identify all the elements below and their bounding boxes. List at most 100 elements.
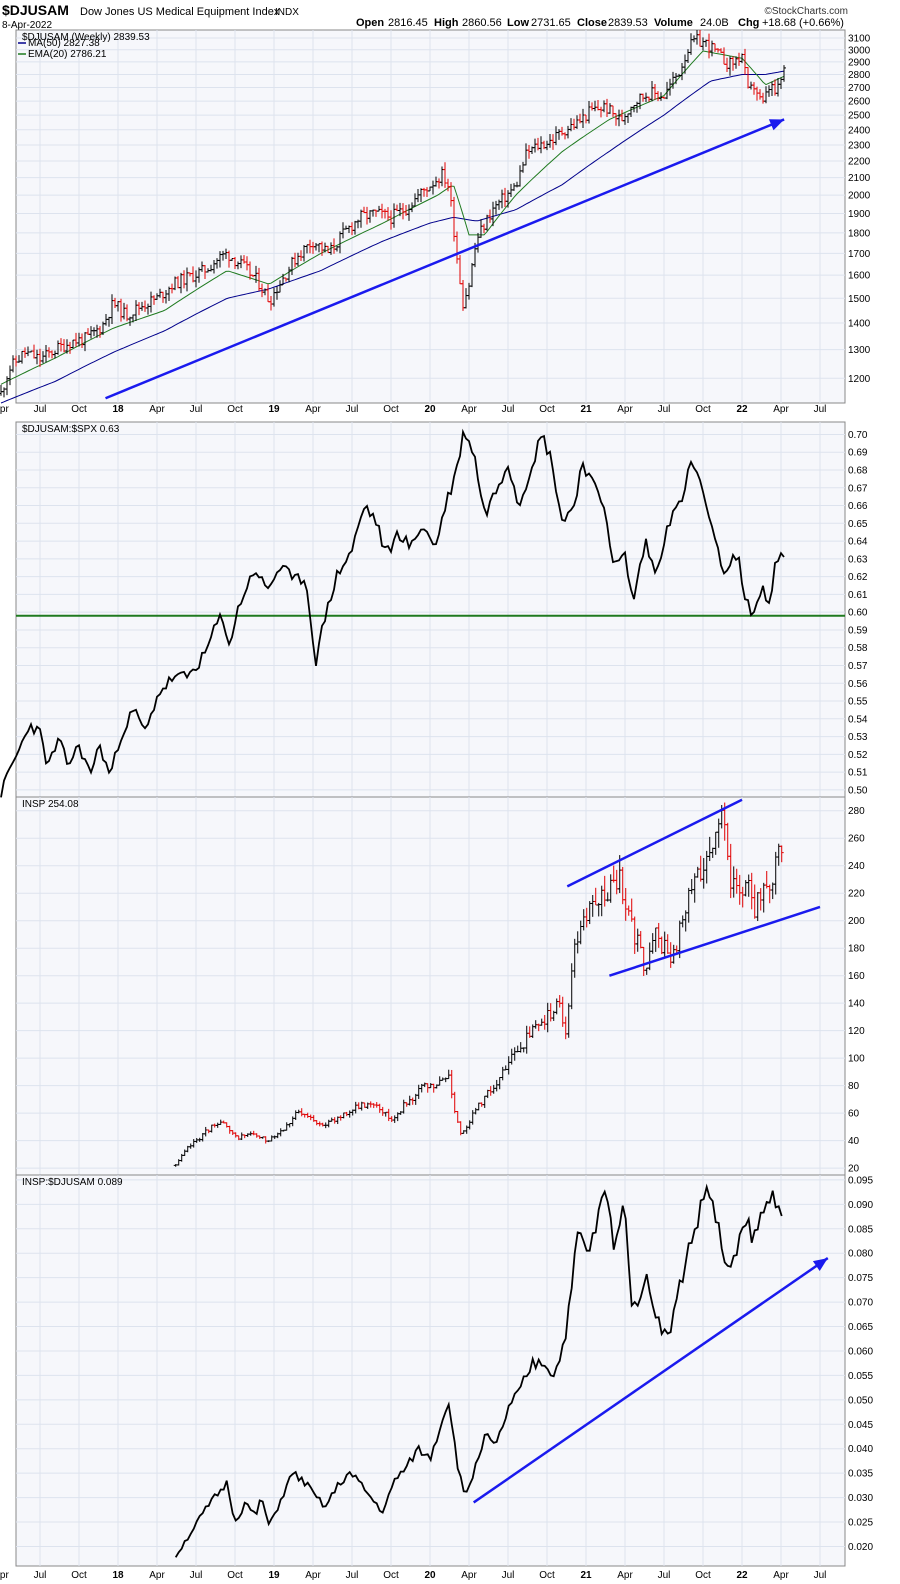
y-tick-label: 2200 [848, 156, 871, 167]
y-tick-label: 1800 [848, 228, 871, 239]
y-tick-label: 1600 [848, 271, 871, 282]
legend-entry: MA(50) 2827.38 [28, 38, 100, 49]
x-tick-label: Jul [346, 404, 359, 415]
ma50-line [0, 70, 785, 404]
y-tick-label: 120 [848, 1026, 865, 1037]
trend-arrow-head [812, 1258, 828, 1271]
chart-date: 8-Apr-2022 [2, 20, 52, 31]
y-tick-label: 2300 [848, 141, 871, 152]
x-tick-label: Jul [814, 1570, 827, 1581]
x-tick-label: Apr [0, 404, 9, 415]
x-tick-label: 21 [580, 404, 592, 415]
chart-panels: 1200 1300 1400 1500 1600 1700 1800 1900 2000 2100… [0, 29, 873, 1567]
panel-4: 0.020 0.025 0.030 0.035 0.040 0.045 0.050 0.055… [15, 1174, 873, 1567]
y-tick-label: 2400 [848, 125, 871, 136]
x-tick-label: 21 [580, 1570, 592, 1581]
x-tick-label: 18 [112, 1570, 124, 1581]
ratio-line [0, 428, 785, 798]
panel-title: $DJUSAM:$SPX 0.63 [22, 424, 120, 435]
x-tick-label: Apr [617, 404, 633, 415]
y-tick-label: 0.020 [848, 1542, 873, 1553]
x-tick-label: Jul [190, 1570, 203, 1581]
y-tick-label: 0.58 [848, 643, 868, 654]
y-tick-label: 2500 [848, 111, 871, 122]
y-tick-label: 0.51 [848, 768, 868, 779]
x-tick-label: Apr [305, 404, 321, 415]
x-tick-label: 20 [424, 404, 436, 415]
y-tick-label: 2700 [848, 83, 871, 94]
panel-1: 1200 1300 1400 1500 1600 1700 1800 1900 2000 2100… [0, 29, 871, 404]
y-tick-label: 1500 [848, 294, 871, 305]
y-tick-label: 1700 [848, 249, 871, 260]
y-tick-label: 0.52 [848, 750, 868, 761]
y-tick-label: 0.095 [848, 1175, 873, 1186]
open-label: Open [356, 17, 384, 29]
y-tick-label: 0.025 [848, 1518, 873, 1529]
y-tick-label: 0.55 [848, 697, 868, 708]
open-value: 2816.45 [388, 17, 428, 29]
x-tick-label: Apr [0, 1570, 9, 1581]
x-tick-label: Apr [305, 1570, 321, 1581]
x-tick-label: Jul [658, 404, 671, 415]
y-tick-label: 0.53 [848, 732, 868, 743]
stockcharts-logo: ©StockCharts.com [764, 6, 848, 17]
y-tick-label: 260 [848, 834, 865, 845]
symbol-title: $DJUSAM [2, 2, 69, 18]
x-tick-label: Oct [227, 1570, 243, 1581]
y-tick-label: 280 [848, 806, 865, 817]
y-tick-label: 0.69 [848, 448, 868, 459]
trend-line [105, 118, 785, 400]
y-tick-label: 0.70 [848, 430, 868, 441]
x-tick-label: 22 [736, 1570, 748, 1581]
x-tick-label: Apr [773, 404, 789, 415]
y-tick-label: 0.060 [848, 1346, 873, 1357]
chg-value: +18.68 (+0.66%) [762, 17, 844, 29]
y-tick-label: 1400 [848, 318, 871, 329]
x-tick-label: Jul [502, 1570, 515, 1581]
y-tick-label: 0.56 [848, 679, 868, 690]
x-tick-label: Oct [539, 1570, 555, 1581]
y-tick-label: 0.60 [848, 608, 868, 619]
y-tick-label: 0.54 [848, 714, 868, 725]
y-tick-label: 1900 [848, 209, 871, 220]
y-tick-label: 0.050 [848, 1395, 873, 1406]
x-tick-label: 18 [112, 404, 124, 415]
y-tick-label: 0.030 [848, 1493, 873, 1504]
x-tick-label: Jul [346, 1570, 359, 1581]
close-value: 2839.53 [608, 17, 648, 29]
y-tick-label: 3100 [848, 34, 871, 45]
y-tick-label: 0.64 [848, 537, 868, 548]
panel-title: INSP:$DJUSAM 0.089 [22, 1177, 123, 1188]
y-tick-label: 0.59 [848, 625, 868, 636]
y-tick-label: 0.50 [848, 785, 868, 796]
quote-bar: Open 2816.45 High 2860.56 Low 2731.65 Cl… [356, 17, 844, 29]
y-tick-label: 0.065 [848, 1322, 873, 1333]
y-tick-label: 0.075 [848, 1273, 873, 1284]
y-tick-label: 0.63 [848, 554, 868, 565]
y-tick-label: 0.67 [848, 483, 868, 494]
y-tick-label: 0.085 [848, 1224, 873, 1235]
y-tick-label: 100 [848, 1054, 865, 1065]
ema20-line [0, 50, 785, 385]
x-tick-label: Jul [34, 404, 47, 415]
y-tick-label: 0.57 [848, 661, 868, 672]
y-tick-label: 220 [848, 889, 865, 900]
x-tick-label: Apr [461, 1570, 477, 1581]
volume-value: 24.0B [700, 17, 729, 29]
x-tick-label: Oct [71, 404, 87, 415]
y-tick-label: 0.040 [848, 1444, 873, 1455]
y-tick-label: 60 [848, 1109, 860, 1120]
high-value: 2860.56 [462, 17, 502, 29]
panel-2: 0.50 0.51 0.52 0.53 0.54 0.55 0.56 0.57 0.58 0.59… [0, 421, 868, 798]
x-tick-label: Jul [502, 404, 515, 415]
chg-label: Chg [738, 17, 759, 29]
y-tick-label: 1300 [848, 345, 871, 356]
x-tick-label: 22 [736, 404, 748, 415]
y-tick-label: 40 [848, 1136, 860, 1147]
x-tick-label: Oct [383, 404, 399, 415]
x-tick-label: Oct [227, 404, 243, 415]
y-tick-label: 180 [848, 944, 865, 955]
x-axis: Apr Jul Oct 18 Apr Jul Oct 19 Apr Jul Oct 20 Apr Jul O… [0, 404, 826, 1581]
x-tick-label: Oct [539, 404, 555, 415]
